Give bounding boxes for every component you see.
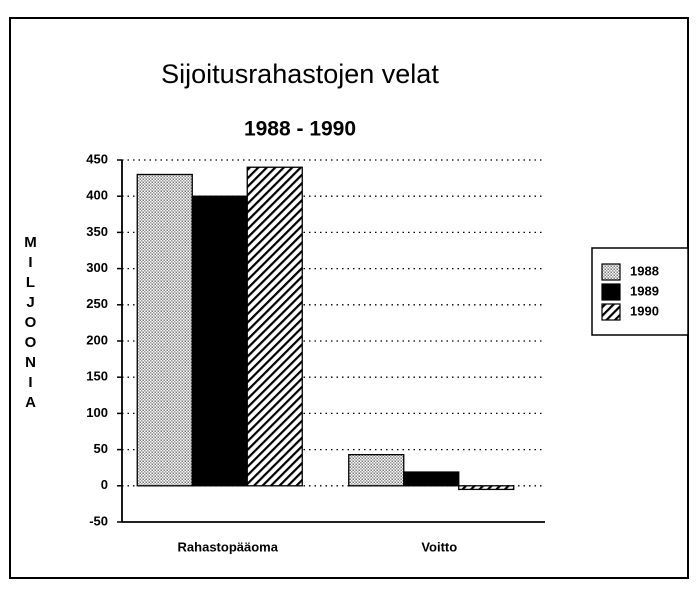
- y-tick-label: 300: [86, 260, 108, 275]
- y-tick-label: 200: [86, 332, 108, 347]
- chart-title: Sijoitusrahastojen velat: [161, 59, 439, 89]
- y-tick-label: 250: [86, 296, 108, 311]
- bar: [246, 166, 303, 487]
- legend-swatch: [601, 283, 621, 301]
- legend-swatch: [601, 303, 621, 321]
- legend-label: 1989: [630, 283, 659, 298]
- x-tick-label: Voitto: [421, 539, 457, 554]
- y-tick-label: 450: [86, 151, 108, 166]
- y-axis-label: MILJOONIA: [22, 234, 39, 414]
- frame: [9, 17, 689, 579]
- y-tick-label: 400: [86, 188, 108, 203]
- y-tick-label: 0: [101, 477, 108, 492]
- y-tick-label: 100: [86, 405, 108, 420]
- bar: [136, 173, 193, 487]
- x-tick-label: Rahastopääoma: [178, 539, 279, 554]
- y-tick-label: 350: [86, 224, 108, 239]
- legend-label: 1990: [630, 303, 659, 318]
- chart-subtitle: 1988 - 1990: [244, 118, 356, 141]
- bar: [191, 195, 248, 487]
- y-tick-label: -50: [89, 513, 108, 528]
- bar: [403, 471, 460, 487]
- bar: [458, 485, 515, 491]
- legend-swatch: [601, 263, 621, 281]
- y-tick-label: 150: [86, 369, 108, 384]
- y-tick-label: 50: [94, 441, 108, 456]
- bar: [348, 454, 405, 487]
- legend-label: 1988: [630, 263, 659, 278]
